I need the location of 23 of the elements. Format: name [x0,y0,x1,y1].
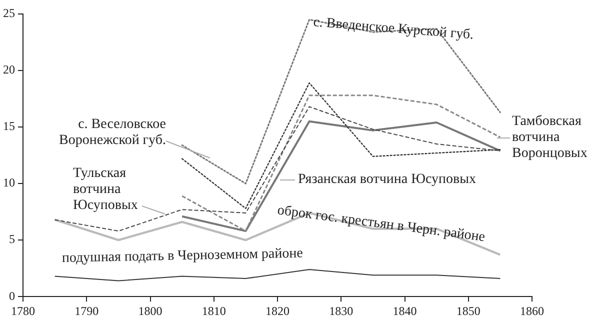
series-label: с. Введенское Курской губ. [312,15,474,43]
series-label: Рязанская вотчина Юсуповых [298,172,476,187]
x-tick-label: 1820 [266,304,290,318]
y-tick-label: 10 [3,176,15,190]
x-tick-label: 1810 [202,304,226,318]
series-label: с. Веселовское Воронежской губ. [59,117,166,148]
series-label: подушная подать в Черноземном районе [62,246,303,266]
x-tick-label: 1780 [11,304,35,318]
x-tick-label: 1790 [74,304,99,318]
x-tick-label: 1850 [456,304,480,318]
line-series [181,18,501,184]
text: оброк гос. крестьян в Черн. районе [276,203,486,246]
x-tick-label: 1830 [329,304,354,318]
y-tick-label: 0 [9,288,15,303]
y-tick-label: 15 [3,119,15,134]
y-tick-label: 20 [3,62,15,77]
y-tick-label: 25 [3,6,15,20]
x-tick-label: 1860 [520,304,544,318]
series-label: Тульская вотчина Юсуповых [73,166,138,213]
x-tick-label: 1840 [392,304,417,318]
series-label: Тамбовская вотчина Воронцовых [512,114,588,161]
x-tick-label: 1800 [138,304,162,318]
y-tick-label: 5 [9,232,15,246]
